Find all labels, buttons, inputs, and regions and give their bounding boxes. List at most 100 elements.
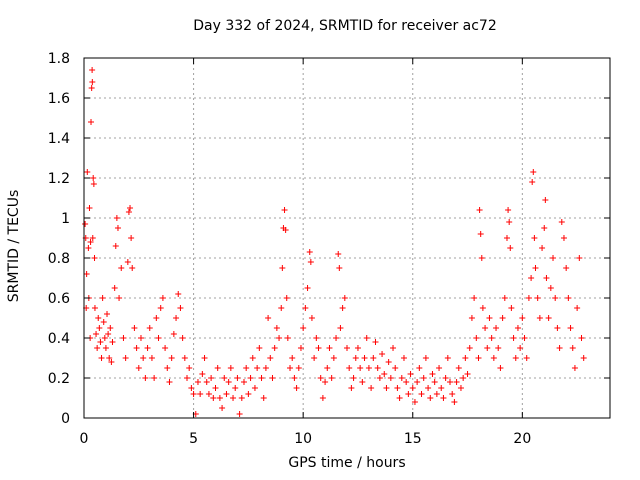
- data-point: [505, 207, 512, 213]
- data-point: [175, 291, 182, 297]
- data-point: [135, 365, 142, 371]
- data-point: [319, 395, 326, 401]
- data-point: [383, 385, 390, 391]
- data-point: [256, 345, 263, 351]
- data-point: [336, 265, 343, 271]
- x-tick-label: 5: [189, 431, 198, 447]
- data-point: [425, 385, 432, 391]
- data-point: [205, 391, 212, 397]
- y-tick-label: 1.2: [48, 171, 70, 187]
- data-point: [201, 355, 208, 361]
- data-point: [302, 305, 309, 311]
- data-point: [449, 391, 456, 397]
- data-point: [300, 325, 307, 331]
- x-tick-label: 0: [80, 431, 89, 447]
- data-point: [297, 345, 304, 351]
- data-point: [507, 245, 514, 251]
- data-point: [352, 355, 359, 361]
- data-point: [429, 371, 436, 377]
- data-point: [335, 251, 342, 257]
- data-point: [82, 221, 89, 227]
- data-point: [460, 375, 467, 381]
- data-point: [486, 315, 493, 321]
- data-point: [501, 295, 508, 301]
- data-point: [574, 305, 581, 311]
- data-point: [416, 365, 423, 371]
- data-point: [227, 365, 234, 371]
- data-point: [197, 391, 204, 397]
- data-point: [146, 325, 153, 331]
- tick-layer: 0 0.2 0.4 0.6 0.8 1 1.2 1.4 1.6 1.8 0 5 10 15 20: [48, 51, 610, 447]
- data-point: [475, 355, 482, 361]
- data-point: [560, 235, 567, 241]
- data-point: [477, 231, 484, 237]
- data-point: [245, 391, 252, 397]
- data-point: [108, 359, 115, 365]
- y-tick-label: 1.6: [48, 91, 70, 107]
- x-axis-label: GPS time / hours: [288, 455, 406, 471]
- data-point: [153, 315, 160, 321]
- data-point: [120, 335, 127, 341]
- x-tick-label: 10: [294, 431, 312, 447]
- y-tick-label: 0.6: [48, 291, 70, 307]
- data-point: [521, 335, 528, 341]
- data-point: [326, 345, 333, 351]
- data-point: [328, 375, 335, 381]
- data-point: [337, 325, 344, 331]
- data-point: [219, 405, 226, 411]
- data-point: [361, 355, 368, 361]
- data-points-layer: [82, 67, 587, 417]
- data-point: [427, 395, 434, 401]
- data-point: [478, 255, 485, 261]
- data-point: [142, 375, 149, 381]
- data-point: [396, 395, 403, 401]
- data-point: [508, 305, 515, 311]
- data-point: [258, 375, 265, 381]
- data-point: [232, 385, 239, 391]
- data-point: [330, 355, 337, 361]
- data-point: [563, 265, 570, 271]
- data-point: [278, 305, 285, 311]
- data-point: [457, 385, 464, 391]
- data-point: [86, 205, 93, 211]
- data-point: [431, 379, 438, 385]
- data-point: [194, 379, 201, 385]
- data-point: [357, 365, 364, 371]
- data-point: [87, 239, 94, 245]
- data-point: [552, 295, 559, 301]
- data-point: [101, 335, 108, 341]
- data-point: [99, 295, 106, 301]
- y-tick-label: 1.4: [48, 131, 70, 147]
- data-point: [576, 255, 583, 261]
- data-point: [177, 305, 184, 311]
- data-point: [532, 265, 539, 271]
- data-point: [482, 325, 489, 331]
- data-point: [155, 335, 162, 341]
- y-tick-label: 0.2: [48, 371, 70, 387]
- data-point: [91, 255, 98, 261]
- data-point: [295, 365, 302, 371]
- data-point: [531, 235, 538, 241]
- data-point: [414, 379, 421, 385]
- data-point: [284, 335, 291, 341]
- y-tick-label: 0.8: [48, 251, 70, 267]
- data-point: [385, 359, 392, 365]
- data-point: [311, 355, 318, 361]
- data-point: [100, 319, 107, 325]
- data-point: [359, 379, 366, 385]
- data-point: [545, 315, 552, 321]
- data-point: [214, 365, 221, 371]
- x-tick-label: 20: [513, 431, 531, 447]
- data-point: [499, 315, 506, 321]
- data-point: [84, 169, 91, 175]
- data-point: [249, 355, 256, 361]
- data-point: [473, 335, 480, 341]
- data-point: [243, 365, 250, 371]
- data-point: [315, 345, 322, 351]
- data-point: [96, 325, 103, 331]
- data-point: [162, 345, 169, 351]
- data-point: [208, 375, 215, 381]
- data-point: [365, 365, 372, 371]
- data-point: [90, 181, 97, 187]
